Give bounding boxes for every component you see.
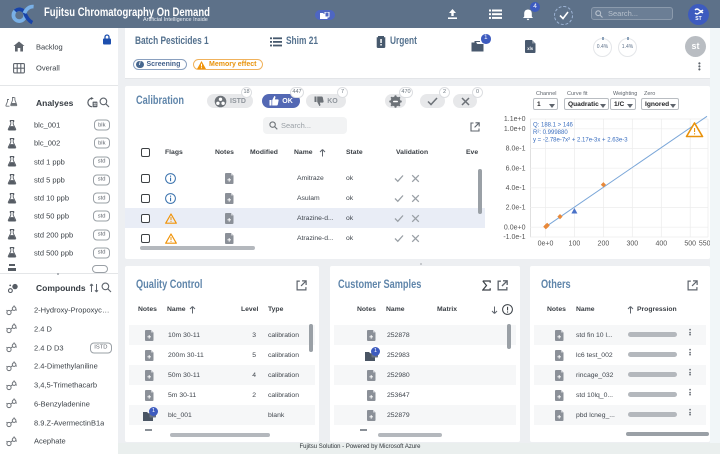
svg-text:500: 500 <box>684 241 696 248</box>
svg-text:-1.0e-1: -1.0e-1 <box>503 234 525 241</box>
svg-text:1.1e+0: 1.1e+0 <box>504 116 526 123</box>
svg-text:300: 300 <box>626 241 638 248</box>
svg-text:Q: 188.1 > 146: Q: 188.1 > 146 <box>533 123 574 129</box>
svg-text:0.0e+0: 0.0e+0 <box>504 224 526 231</box>
svg-text:xls: xls <box>527 46 533 51</box>
svg-text:0e+0: 0e+0 <box>538 241 554 248</box>
svg-text:100: 100 <box>569 241 581 248</box>
svg-text:1.0e+0: 1.0e+0 <box>504 126 526 133</box>
svg-text:6.0e-1: 6.0e-1 <box>506 165 526 172</box>
svg-text:8.0e-1: 8.0e-1 <box>506 146 526 153</box>
svg-text:550: 550 <box>699 241 710 248</box>
svg-text:200: 200 <box>598 241 610 248</box>
svg-text:4.0e-1: 4.0e-1 <box>506 185 526 192</box>
svg-text:R²: 0.999880: R²: 0.999880 <box>533 130 568 136</box>
svg-text:y = -2.78e-7x² + 2.17e-3x + 2.: y = -2.78e-7x² + 2.17e-3x + 2.63e-3 <box>533 138 628 144</box>
svg-text:2.0e-1: 2.0e-1 <box>506 205 526 212</box>
svg-text:400: 400 <box>655 241 667 248</box>
